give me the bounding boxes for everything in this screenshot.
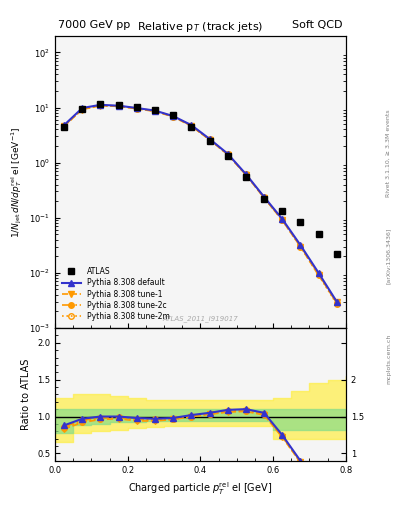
Pythia 8.308 tune-2m xyxy=(80,106,84,112)
Pythia 8.308 tune-1 xyxy=(316,272,321,279)
Legend: ATLAS, Pythia 8.308 default, Pythia 8.308 tune-1, Pythia 8.308 tune-2c, Pythia 8: ATLAS, Pythia 8.308 default, Pythia 8.30… xyxy=(59,264,173,324)
Pythia 8.308 default xyxy=(116,102,121,109)
ATLAS xyxy=(116,102,121,109)
Pythia 8.308 tune-2m xyxy=(134,105,139,112)
Pythia 8.308 tune-2c xyxy=(152,108,157,114)
Pythia 8.308 tune-2m xyxy=(171,114,176,120)
Pythia 8.308 tune-1 xyxy=(225,152,230,158)
Pythia 8.308 tune-1 xyxy=(171,114,176,120)
Pythia 8.308 tune-2c xyxy=(207,136,212,142)
Pythia 8.308 tune-2m xyxy=(116,103,121,109)
Pythia 8.308 default xyxy=(134,105,139,111)
Pythia 8.308 tune-2c xyxy=(244,172,248,178)
ATLAS xyxy=(334,251,339,257)
Pythia 8.308 tune-2c xyxy=(334,300,339,306)
Pythia 8.308 tune-1 xyxy=(152,109,157,115)
Pythia 8.308 tune-2c xyxy=(171,113,176,119)
Pythia 8.308 default xyxy=(225,151,230,157)
Pythia 8.308 default xyxy=(80,105,84,111)
Pythia 8.308 default xyxy=(334,298,339,305)
ATLAS xyxy=(244,174,248,180)
Line: Pythia 8.308 tune-1: Pythia 8.308 tune-1 xyxy=(61,103,340,305)
Pythia 8.308 tune-2m xyxy=(334,301,339,307)
Pythia 8.308 default xyxy=(280,216,285,222)
ATLAS xyxy=(189,123,194,130)
Pythia 8.308 tune-2m xyxy=(244,172,248,178)
Pythia 8.308 tune-1 xyxy=(134,105,139,112)
Pythia 8.308 default xyxy=(316,270,321,276)
ATLAS xyxy=(171,112,176,118)
ATLAS xyxy=(262,196,266,202)
Pythia 8.308 tune-2c xyxy=(262,194,266,200)
Pythia 8.308 default xyxy=(298,242,303,248)
Pythia 8.308 tune-1 xyxy=(98,102,103,109)
Pythia 8.308 tune-1 xyxy=(280,217,285,223)
Pythia 8.308 tune-2m xyxy=(189,123,194,129)
Pythia 8.308 default xyxy=(244,171,248,177)
Text: ATLAS_2011_I919017: ATLAS_2011_I919017 xyxy=(163,315,238,322)
Pythia 8.308 tune-2m xyxy=(280,217,285,223)
Pythia 8.308 tune-2m xyxy=(298,244,303,250)
Pythia 8.308 tune-1 xyxy=(207,137,212,143)
Y-axis label: $1/N_{\rm jet}\,dN/dp_T^{\rm rel}$ el [GeV$^{-1}$]: $1/N_{\rm jet}\,dN/dp_T^{\rm rel}$ el [G… xyxy=(9,126,24,238)
Pythia 8.308 tune-1 xyxy=(189,123,194,129)
Pythia 8.308 tune-1 xyxy=(116,103,121,110)
Pythia 8.308 tune-2m xyxy=(98,102,103,109)
Pythia 8.308 tune-1 xyxy=(244,172,248,178)
Pythia 8.308 tune-2m xyxy=(207,137,212,143)
Text: [arXiv:1306.3436]: [arXiv:1306.3436] xyxy=(386,228,391,284)
Text: mcplots.cern.ch: mcplots.cern.ch xyxy=(386,333,391,383)
Pythia 8.308 tune-2m xyxy=(62,123,66,129)
Line: Pythia 8.308 tune-2m: Pythia 8.308 tune-2m xyxy=(61,103,340,307)
Pythia 8.308 default xyxy=(62,122,66,128)
Line: Pythia 8.308 default: Pythia 8.308 default xyxy=(61,102,340,305)
Line: ATLAS: ATLAS xyxy=(61,101,340,258)
Pythia 8.308 tune-2m xyxy=(225,152,230,158)
ATLAS xyxy=(280,208,285,215)
ATLAS xyxy=(316,231,321,238)
Pythia 8.308 tune-2c xyxy=(116,103,121,109)
Pythia 8.308 default xyxy=(207,136,212,142)
Pythia 8.308 tune-1 xyxy=(262,195,266,201)
Text: Rivet 3.1.10, ≥ 3.3M events: Rivet 3.1.10, ≥ 3.3M events xyxy=(386,110,391,198)
Pythia 8.308 default xyxy=(189,122,194,128)
ATLAS xyxy=(298,219,303,225)
Pythia 8.308 tune-2c xyxy=(189,122,194,129)
Title: Relative p$_T$ (track jets): Relative p$_T$ (track jets) xyxy=(137,20,264,34)
Pythia 8.308 tune-2c xyxy=(316,271,321,277)
Pythia 8.308 default xyxy=(262,194,266,200)
ATLAS xyxy=(62,123,66,130)
Pythia 8.308 tune-2c xyxy=(98,102,103,109)
Pythia 8.308 default xyxy=(98,102,103,108)
Pythia 8.308 tune-2m xyxy=(262,195,266,201)
Pythia 8.308 tune-2c xyxy=(62,122,66,129)
Pythia 8.308 tune-1 xyxy=(298,244,303,250)
Pythia 8.308 tune-2c xyxy=(280,217,285,223)
Text: 7000 GeV pp: 7000 GeV pp xyxy=(58,20,130,30)
Pythia 8.308 tune-2c xyxy=(225,151,230,157)
Pythia 8.308 default xyxy=(171,113,176,119)
Pythia 8.308 tune-1 xyxy=(334,298,339,305)
Text: Soft QCD: Soft QCD xyxy=(292,20,343,30)
ATLAS xyxy=(152,106,157,113)
Pythia 8.308 tune-2m xyxy=(152,108,157,114)
Line: Pythia 8.308 tune-2c: Pythia 8.308 tune-2c xyxy=(61,102,340,306)
Pythia 8.308 tune-2c xyxy=(134,105,139,111)
ATLAS xyxy=(134,104,139,110)
ATLAS xyxy=(98,101,103,108)
ATLAS xyxy=(80,105,84,112)
Pythia 8.308 default xyxy=(152,108,157,114)
ATLAS xyxy=(225,153,230,159)
Pythia 8.308 tune-1 xyxy=(80,106,84,113)
Pythia 8.308 tune-2c xyxy=(298,243,303,249)
ATLAS xyxy=(207,138,212,144)
Y-axis label: Ratio to ATLAS: Ratio to ATLAS xyxy=(22,359,31,430)
X-axis label: Charged particle $p_T^{\rm rel}$ el [GeV]: Charged particle $p_T^{\rm rel}$ el [GeV… xyxy=(129,480,272,497)
Pythia 8.308 tune-1 xyxy=(62,123,66,129)
Pythia 8.308 tune-2c xyxy=(80,105,84,112)
Pythia 8.308 tune-2m xyxy=(316,272,321,278)
